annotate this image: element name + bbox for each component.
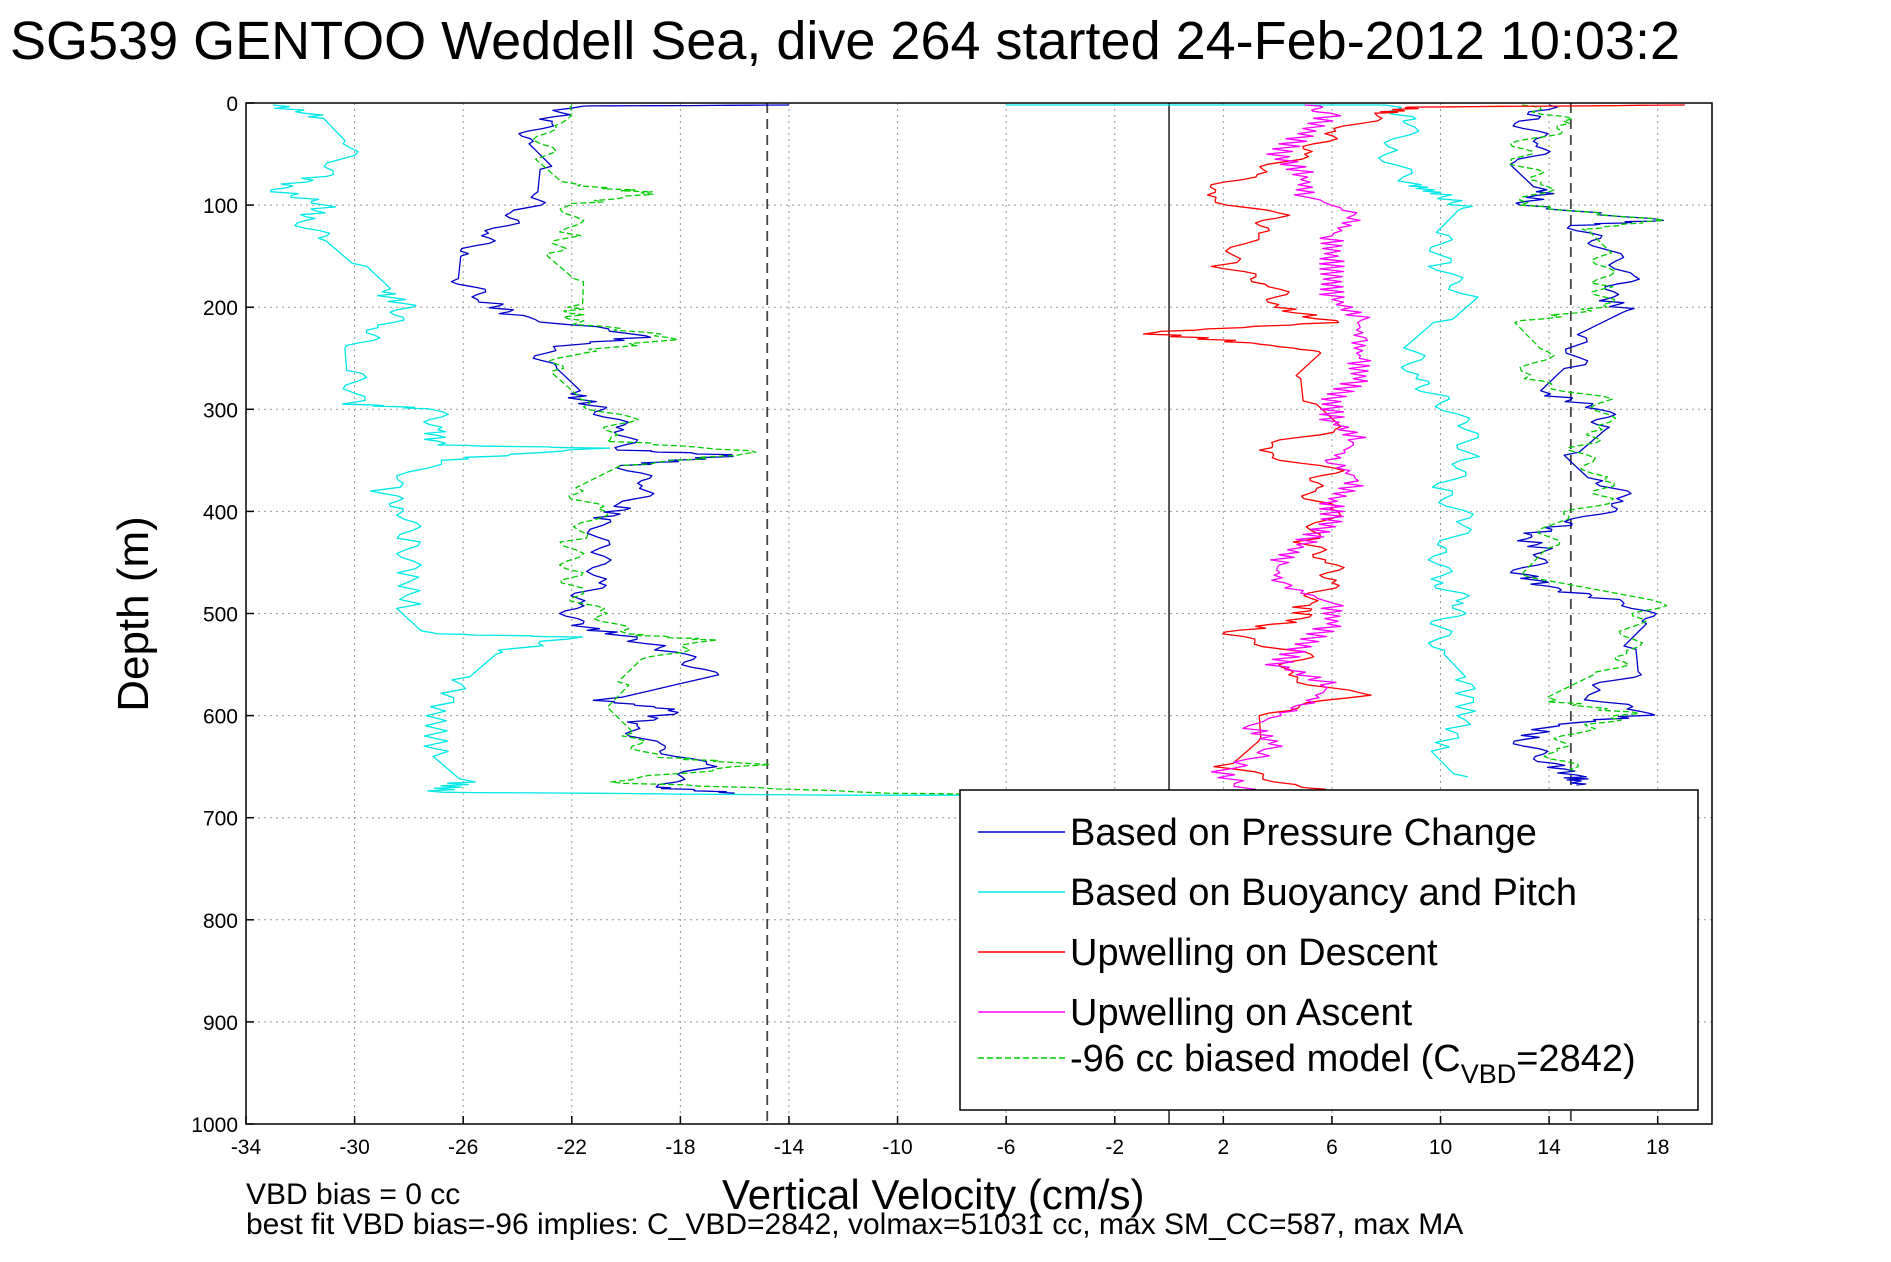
x-tick-label: 6: [1326, 1136, 1338, 1159]
legend-label-descent: Upwelling on Descent: [1070, 932, 1438, 974]
series-layer: [269, 104, 1685, 796]
legend-subscript: VBD: [1461, 1059, 1517, 1089]
legend: Based on Pressure Change Based on Buoyanc…: [959, 789, 1699, 1111]
x-tick-label: -10: [882, 1136, 912, 1159]
x-tick-label: -18: [665, 1136, 695, 1159]
x-tick-label: -34: [231, 1136, 262, 1159]
y-tick-label: 600: [203, 706, 238, 729]
legend-label-ascent: Upwelling on Ascent: [1070, 992, 1413, 1034]
y-tick-label: 900: [203, 1012, 238, 1035]
x-tick-label: -14: [774, 1136, 805, 1159]
y-tick-label: 400: [203, 501, 238, 524]
y-tick-label: 200: [203, 297, 238, 320]
series-ascent: [1210, 104, 1372, 796]
x-tick-label: -2: [1105, 1136, 1124, 1159]
series-buoyancy: [269, 104, 1007, 796]
x-axis-label: Vertical Velocity (cm/s): [722, 1171, 1145, 1218]
x-tick-label: -30: [339, 1136, 369, 1159]
y-axis-label: Depth (m): [109, 516, 158, 712]
series-pressure: [450, 104, 790, 794]
x-tick-label: -6: [997, 1136, 1016, 1159]
vbd-bias-note: VBD bias = 0 cc: [246, 1178, 461, 1211]
y-tick-label: 700: [203, 808, 238, 831]
y-tick-label: 800: [203, 910, 238, 933]
legend-box: [959, 789, 1699, 1111]
y-tick-label: 100: [203, 195, 238, 218]
x-tick-label: 10: [1429, 1136, 1452, 1159]
x-tick-label: 14: [1537, 1136, 1561, 1159]
y-tick-label: 1000: [191, 1114, 238, 1137]
legend-suffix: =2842): [1516, 1038, 1635, 1080]
best-fit-note: best fit VBD bias=-96 implies: C_VBD=284…: [246, 1208, 1464, 1241]
x-tick-label: 2: [1217, 1136, 1229, 1159]
x-tick-label: -22: [557, 1136, 587, 1159]
y-tick-label: 0: [226, 93, 238, 116]
y-tick-label: 300: [203, 399, 238, 422]
series-buoyancy: [1006, 104, 1480, 778]
x-tick-label: 18: [1646, 1136, 1669, 1159]
series-descent: [1142, 104, 1685, 796]
x-tick-label: -26: [448, 1136, 478, 1159]
legend-label-pressure: Based on Pressure Change: [1070, 812, 1537, 854]
tick-layer: -34 -30 -26 -22 -18 -14 -10 -6 -2 2 6 10 14 180100200…: [191, 93, 1669, 1159]
series-model: [1509, 104, 1668, 773]
series-model: [531, 104, 1034, 796]
series-pressure: [1509, 104, 1664, 786]
page-title: SG539 GENTOO Weddell Sea, dive 264 start…: [10, 11, 1680, 71]
y-tick-label: 500: [203, 604, 238, 627]
legend-label-buoyancy: Based on Buoyancy and Pitch: [1070, 872, 1577, 914]
